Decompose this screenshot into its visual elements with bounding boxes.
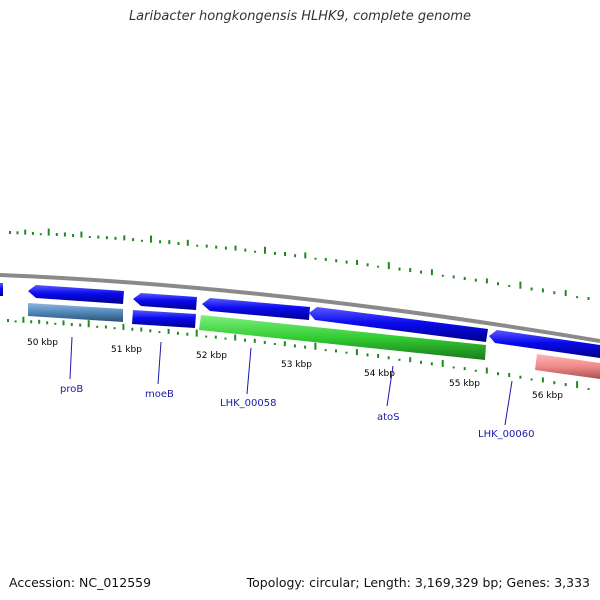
scale-tick-label: 50 kbp <box>27 338 58 348</box>
scale-tick-label: 56 kbp <box>532 391 563 401</box>
gene-label: atoS <box>377 412 400 423</box>
scale-tick-label: 54 kbp <box>364 369 395 379</box>
gc-skew-track-lower <box>7 316 590 390</box>
gene-label: LHK_00058 <box>220 398 276 409</box>
leader-line <box>69 336 73 380</box>
genome-backbone <box>0 273 600 343</box>
gene-label: LHK_00060 <box>478 429 534 440</box>
scale-tick-label: 52 kbp <box>196 351 227 361</box>
cds-arrow <box>28 285 124 304</box>
gene-labels: proB moeB LHK_00058 atoS LHK_00060 <box>60 384 534 440</box>
gene-bar-LHK-00060 <box>535 354 600 379</box>
gc-skew-track-upper <box>9 228 590 300</box>
leader-line <box>246 347 252 395</box>
cds-arrow <box>133 293 197 310</box>
cds-arrow <box>202 298 310 320</box>
leader-line <box>504 380 513 426</box>
cds-arrow <box>132 310 196 328</box>
scale-tick-label: 55 kbp <box>449 379 480 389</box>
scale-ruler: 50 kbp 51 kbp 52 kbp 53 kbp 54 kbp 55 kb… <box>27 338 563 401</box>
topology-summary: Topology: circular; Length: 3,169,329 bp… <box>246 575 590 590</box>
label-leaders <box>69 336 513 426</box>
gene-bar-LHK-00058 <box>199 315 486 360</box>
gene-track <box>28 303 600 379</box>
accession-text: Accession: NC_012559 <box>9 575 152 590</box>
cds-arrow <box>309 307 488 342</box>
scale-tick-label: 53 kbp <box>281 360 312 370</box>
map-title: Laribacter hongkongensis HLHK9, complete… <box>128 9 472 24</box>
leader-line <box>386 365 394 407</box>
cds-arrow <box>489 330 600 358</box>
gene-label: proB <box>60 384 83 395</box>
scale-tick-label: 51 kbp <box>111 345 142 355</box>
cds-arrow <box>0 283 3 296</box>
cds-track <box>0 283 600 358</box>
gene-label: moeB <box>145 389 174 400</box>
gene-bar-proB <box>28 303 123 322</box>
leader-line <box>157 341 162 385</box>
